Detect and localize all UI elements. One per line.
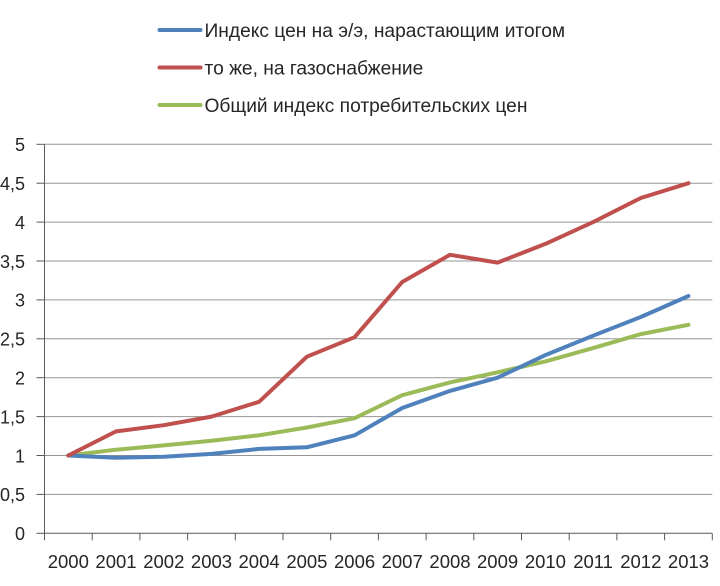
svg-text:2006: 2006 — [334, 551, 375, 572]
svg-text:2007: 2007 — [382, 551, 423, 572]
svg-text:2003: 2003 — [191, 551, 232, 572]
svg-text:2: 2 — [15, 369, 25, 389]
svg-text:2000: 2000 — [48, 551, 89, 572]
svg-text:Индекс цен на э/э, нарастающим: Индекс цен на э/э, нарастающим итогом — [205, 21, 566, 42]
svg-text:1: 1 — [15, 446, 25, 466]
svg-text:2012: 2012 — [620, 551, 661, 572]
svg-text:то же, на газоснабжение: то же, на газоснабжение — [205, 59, 424, 80]
svg-text:3,5: 3,5 — [0, 252, 25, 272]
svg-text:1,5: 1,5 — [0, 407, 25, 427]
svg-text:0: 0 — [15, 524, 25, 544]
svg-text:4: 4 — [15, 213, 25, 233]
svg-text:4,5: 4,5 — [0, 174, 25, 194]
svg-text:2011: 2011 — [573, 551, 613, 572]
svg-text:0,5: 0,5 — [0, 485, 25, 505]
svg-text:2002: 2002 — [143, 551, 184, 572]
svg-text:Общий индекс потребительских ц: Общий индекс потребительских цен — [205, 96, 528, 117]
svg-text:2005: 2005 — [286, 551, 327, 572]
svg-text:2013: 2013 — [668, 551, 709, 572]
svg-text:2001: 2001 — [95, 551, 136, 572]
svg-text:2008: 2008 — [429, 551, 470, 572]
svg-text:2,5: 2,5 — [0, 330, 25, 350]
svg-text:2009: 2009 — [477, 551, 518, 572]
svg-text:3: 3 — [15, 291, 25, 311]
svg-text:5: 5 — [15, 135, 25, 155]
svg-text:2004: 2004 — [239, 551, 280, 572]
svg-text:2010: 2010 — [525, 551, 566, 572]
